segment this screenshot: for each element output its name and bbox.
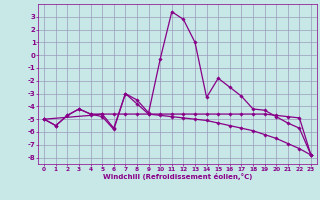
X-axis label: Windchill (Refroidissement éolien,°C): Windchill (Refroidissement éolien,°C) [103, 173, 252, 180]
